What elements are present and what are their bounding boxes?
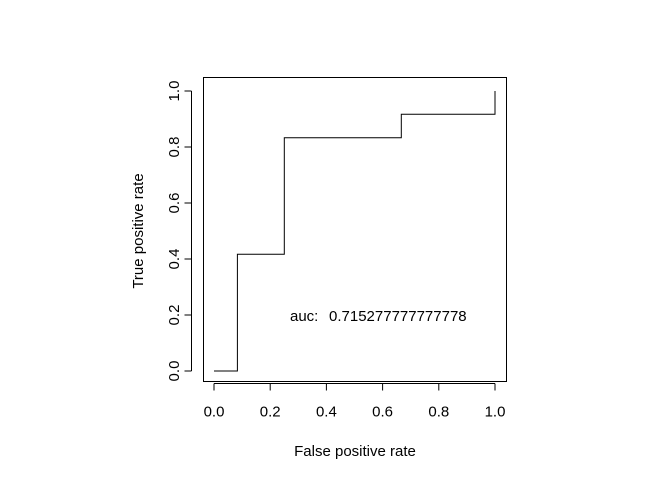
y-tick-label: 0.6 bbox=[166, 193, 183, 214]
y-tick-label: 0.8 bbox=[166, 137, 183, 158]
y-axis-title: True positive rate bbox=[130, 173, 147, 288]
y-tick-label: 0.2 bbox=[166, 305, 183, 326]
x-tick-label: 0.2 bbox=[260, 404, 281, 421]
roc-curve-line bbox=[214, 91, 496, 372]
x-tick-label: 0.0 bbox=[204, 404, 225, 421]
auc-label: auc: bbox=[290, 308, 318, 325]
x-tick-label: 1.0 bbox=[485, 404, 506, 421]
x-axis: 0.0 0.2 0.4 0.6 0.8 1.0 bbox=[204, 383, 506, 421]
plot-frame bbox=[203, 77, 507, 382]
y-tick-label: 0.4 bbox=[166, 249, 183, 270]
y-axis: 0.0 0.2 0.4 0.6 0.8 1.0 bbox=[166, 81, 192, 382]
x-axis-title: False positive rate bbox=[294, 443, 416, 460]
auc-value: 0.715277777777778 bbox=[329, 308, 467, 325]
y-tick-label: 1.0 bbox=[166, 81, 183, 102]
x-tick-label: 0.6 bbox=[372, 404, 393, 421]
y-tick-label: 0.0 bbox=[166, 361, 183, 382]
x-tick-label: 0.4 bbox=[316, 404, 337, 421]
x-tick-label: 0.8 bbox=[428, 404, 449, 421]
